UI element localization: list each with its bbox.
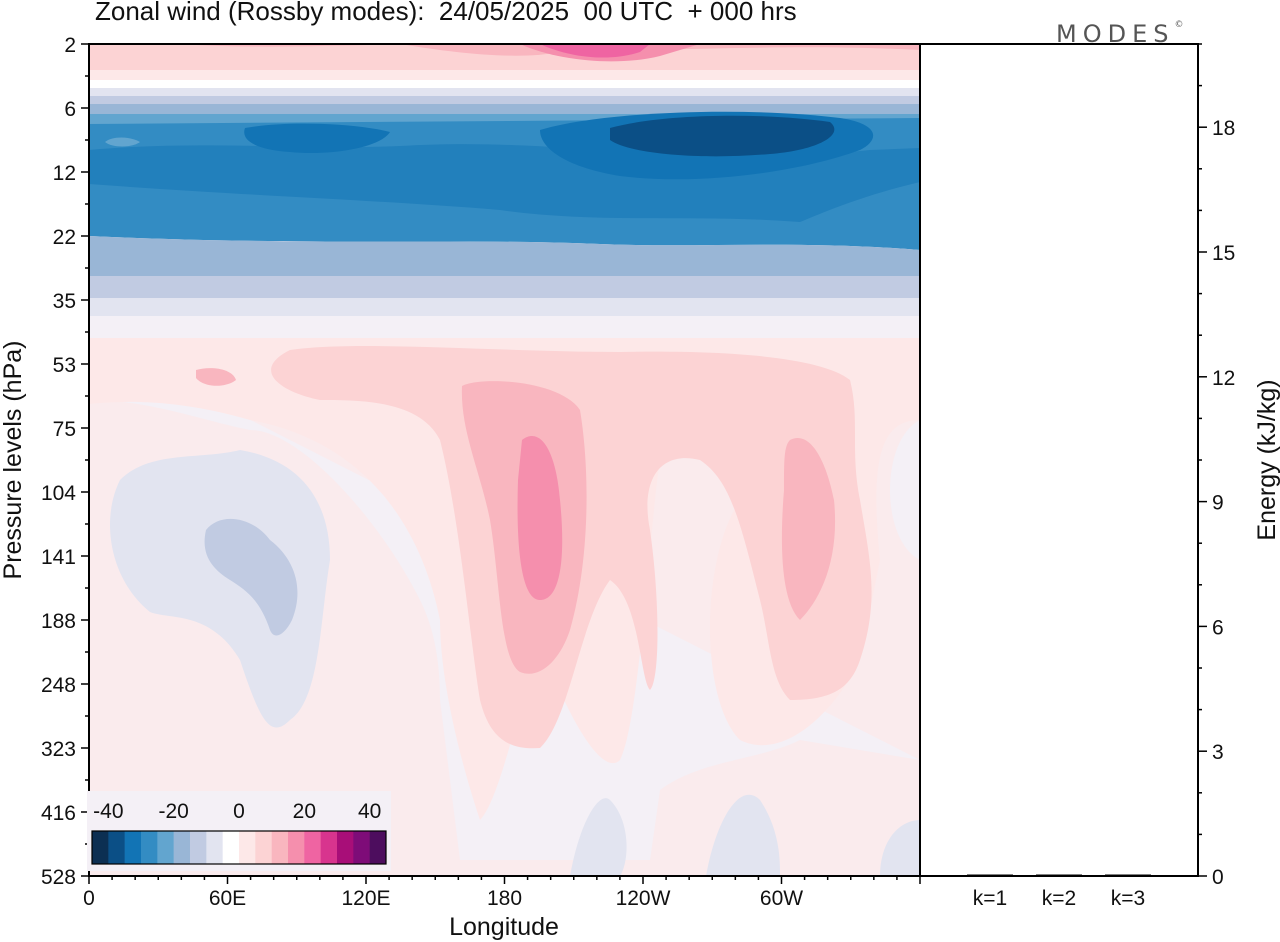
x-axis-title: Longitude	[449, 913, 559, 941]
x-axis: 0 60E 120E 180 120W 60W	[83, 876, 921, 910]
x-tick-label: 180	[487, 887, 522, 910]
contour-field	[89, 44, 920, 876]
energy-bar	[1036, 874, 1082, 876]
contour-jet-pacific-15	[517, 436, 563, 600]
y-tick-label: 528	[41, 866, 76, 889]
contour-jet-core-max	[610, 115, 835, 157]
energy-bar	[1105, 874, 1151, 876]
colorbar-tick-label: -20	[158, 800, 188, 823]
colorbar-swatch	[255, 831, 272, 864]
colorbar-swatch	[271, 831, 289, 864]
energy-tick-label: 3	[1212, 741, 1224, 764]
y-tick-label: 104	[41, 482, 76, 505]
energy-tick-label: 12	[1212, 367, 1235, 390]
colorbar-swatch	[288, 831, 305, 864]
colorbar-swatch	[190, 831, 207, 864]
y-tick-label: 188	[41, 610, 76, 633]
colorbar-swatch	[369, 831, 387, 864]
energy-bar	[967, 874, 1013, 876]
contour-trop-weak	[89, 338, 920, 876]
band-transition-3	[89, 96, 920, 104]
x-tick-label: 60E	[209, 887, 246, 910]
colorbar-swatch	[173, 831, 191, 864]
colorbar-swatch	[124, 831, 142, 864]
colorbar-swatch	[222, 831, 240, 864]
contour-lower-strat-1	[89, 236, 920, 284]
y-tick-label: 75	[53, 418, 76, 441]
colorbar-frame	[91, 830, 387, 865]
y-axis-title: Pressure levels (hPa)	[0, 341, 27, 580]
colorbar-swatch	[92, 831, 109, 864]
y-tick-label: 12	[53, 162, 76, 185]
energy-category-label: k=3	[1111, 887, 1145, 910]
colorbar-tick-label: 40	[358, 800, 381, 823]
chart-title: Zonal wind (Rossby modes): 24/05/2025 00…	[95, 0, 797, 26]
energy-category-label: k=1	[973, 887, 1007, 910]
colorbar-swatch	[157, 831, 174, 864]
y-tick-label: 53	[53, 354, 76, 377]
colorbar-tick-label: 0	[233, 800, 245, 823]
contour-lower-strat-2	[89, 276, 920, 298]
colorbar-swatch	[320, 831, 338, 864]
x-tick-label: 0	[83, 887, 95, 910]
y-tick-label: 6	[64, 98, 76, 121]
y-tick-label: 141	[41, 546, 76, 569]
colorbar-swatch	[239, 831, 256, 864]
contour-easterly-lobe	[110, 450, 330, 728]
energy-axis-title: Energy (kJ/kg)	[1253, 379, 1280, 540]
y-tick-label: 323	[41, 738, 76, 761]
contour-low-easterly-1	[570, 798, 627, 876]
energy-plot-frame	[919, 43, 1199, 877]
energy-category-label: k=2	[1042, 887, 1076, 910]
y-tick-label: 22	[53, 226, 76, 249]
colorbar-swatch	[353, 831, 370, 864]
colorbar-swatch	[337, 831, 354, 864]
colorbar-tick-label: -40	[93, 800, 123, 823]
colorbar-swatch	[141, 831, 158, 864]
contour-jet-core-east	[244, 123, 390, 154]
contour-small-pink	[196, 368, 236, 386]
contour-low-easterly-2	[706, 794, 780, 876]
colorbar: -40 -20 0 20 40	[87, 791, 391, 871]
contour-lower-strat-4	[89, 316, 920, 338]
contour-easterly-core	[204, 518, 298, 636]
energy-bars: k=1 k=2 k=3	[967, 874, 1151, 910]
x-tick-label: 120W	[616, 887, 671, 910]
contour-upper-w4	[540, 44, 650, 58]
copyright-mark: ©	[1174, 20, 1184, 30]
band-zero	[89, 80, 920, 88]
y-axis: 2 6 12 22 35 53 75 104 141 188 248 323 416 528	[41, 34, 89, 889]
y-tick-label: 35	[53, 290, 76, 313]
contour-jet-small	[105, 137, 140, 147]
energy-tick-label: 9	[1212, 492, 1224, 515]
energy-tick-label: 6	[1212, 616, 1224, 639]
band-transition-4	[89, 104, 920, 114]
energy-axis: 0 3 6 9 12 15 18	[1198, 43, 1235, 889]
colorbar-swatch	[206, 831, 223, 864]
band-transition-2	[89, 88, 920, 96]
energy-tick-label: 15	[1212, 242, 1235, 265]
x-tick-label: 60W	[760, 887, 803, 910]
band-transition-1	[89, 70, 920, 80]
y-tick-label: 248	[41, 674, 76, 697]
contour-jet-atlantic-10	[781, 438, 836, 620]
energy-tick-label: 0	[1212, 866, 1224, 889]
colorbar-tick-label: 20	[293, 800, 316, 823]
energy-tick-label: 18	[1212, 117, 1235, 140]
y-tick-label: 416	[41, 802, 76, 825]
colorbar-swatch	[304, 831, 321, 864]
colorbar-swatch	[108, 831, 125, 864]
contour-lower-strat-3	[89, 298, 920, 316]
y-tick-label: 2	[64, 34, 76, 57]
contour-low-easterly-3	[880, 820, 920, 876]
band-transition-5	[89, 114, 920, 124]
x-tick-label: 120E	[341, 887, 390, 910]
